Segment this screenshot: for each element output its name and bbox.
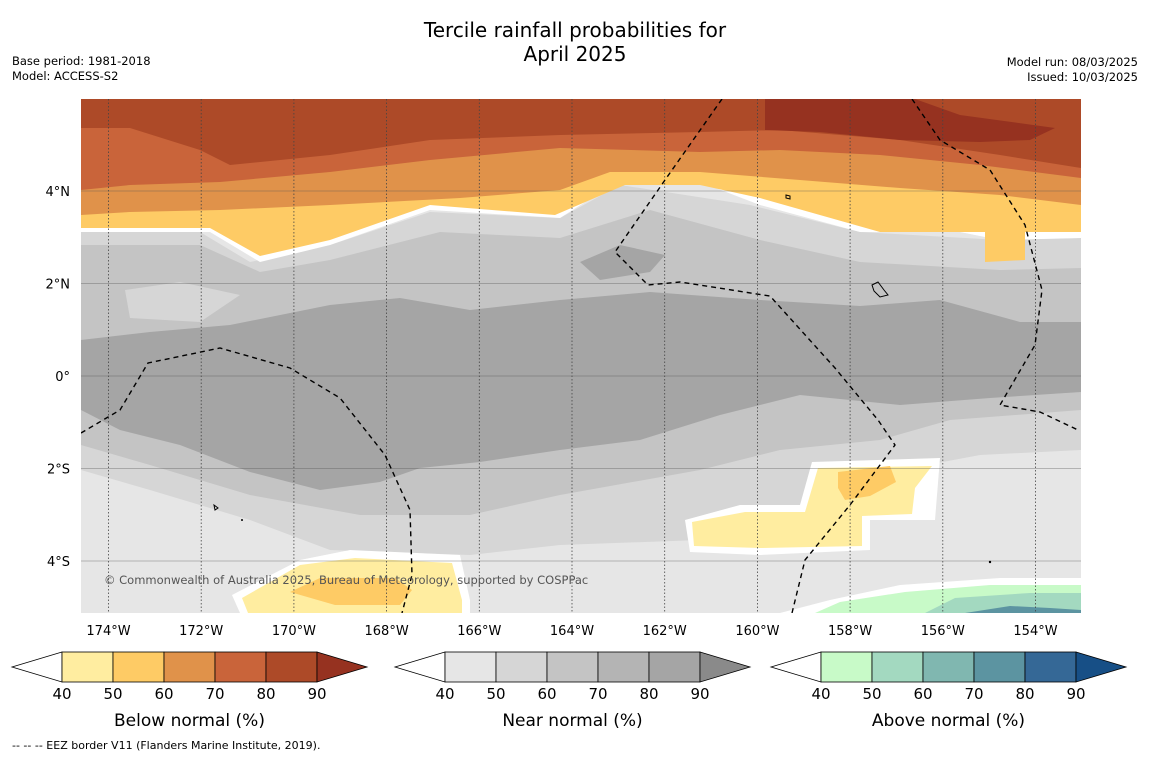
colorbar-segment (163, 651, 216, 683)
meridian-lines (108, 99, 1036, 613)
colorbar-extend-low (393, 651, 446, 683)
below-normal-50-southwest-region (290, 578, 412, 605)
colorbar-tick: 90 (307, 685, 326, 703)
parallel-lines (81, 190, 1081, 562)
map-plot-area (81, 99, 1081, 613)
colorbar-segment (820, 651, 873, 683)
title-line-2: April 2025 (523, 42, 627, 66)
latitude-tick: 2°N (46, 278, 71, 293)
colorbar-segment (112, 651, 165, 683)
longitude-tick: 158°W (828, 624, 872, 639)
colorbar-segment (973, 651, 1026, 683)
colorbar-tick: 70 (964, 685, 983, 703)
colorbar-segment (1024, 651, 1077, 683)
colorbar-tick: 60 (154, 685, 173, 703)
longitude-tick: 164°W (550, 624, 594, 639)
colorbar-tick: 40 (811, 685, 830, 703)
colorbar-3: 40 50 60 70 80 90 Above normal (%) (769, 651, 1128, 731)
colorbar-extend-high (699, 651, 752, 683)
colorbar-segment (265, 651, 318, 683)
base-info: Base period: 1981-2018 Model: ACCESS-S2 (12, 54, 151, 84)
colorbar-1: 40 50 60 70 80 90 Below normal (%) (10, 651, 369, 731)
island-small (241, 519, 243, 521)
colorbar-tick: 90 (690, 685, 709, 703)
colorbar-segment (444, 651, 497, 683)
colorbar-tick: 40 (435, 685, 454, 703)
colorbar-tick: 50 (486, 685, 505, 703)
colorbar-tick: 80 (256, 685, 275, 703)
longitude-tick: 166°W (457, 624, 501, 639)
longitude-tick: 160°W (735, 624, 779, 639)
eez-border-west (81, 347, 413, 613)
latitude-tick-labels: 4°N 2°N 0° 2°S 4°S (46, 185, 71, 570)
colorbar-tick: 60 (537, 685, 556, 703)
title-line-1: Tercile rainfall probabilities for (423, 18, 727, 42)
longitude-tick: 156°W (921, 624, 965, 639)
colorbar-tick: 50 (862, 685, 881, 703)
longitude-tick: 174°W (86, 624, 130, 639)
colorbar-tick: 80 (639, 685, 658, 703)
latitude-tick: 2°S (47, 463, 70, 478)
below-normal-90-region (765, 99, 1055, 142)
colorbar-label: Below normal (%) (114, 711, 265, 731)
latitude-tick: 4°N (46, 185, 71, 200)
near-normal-80-pocket (580, 245, 665, 280)
colorbar-tick: 70 (588, 685, 607, 703)
island-kiritimati (871, 281, 889, 298)
issued-date: Issued: 10/03/2025 (1027, 70, 1138, 84)
longitude-tick: 162°W (643, 624, 687, 639)
colorbar-segment (546, 651, 599, 683)
model-name: Model: ACCESS-S2 (12, 69, 119, 83)
colorbar-tick: 40 (52, 685, 71, 703)
colorbar-extend-low (10, 651, 63, 683)
colorbar-tick: 80 (1015, 685, 1034, 703)
copyright-text: © Commonwealth of Australia 2025, Bureau… (104, 573, 588, 587)
colorbar-tick: 50 (103, 685, 122, 703)
above-normal-70-region (965, 606, 1081, 613)
colorbar-segment (495, 651, 548, 683)
colorbar-extend-high (1075, 651, 1128, 683)
colorbar-tick: 60 (913, 685, 932, 703)
colorbar-extend-low (769, 651, 822, 683)
latitude-tick: 0° (55, 370, 70, 385)
colorbar-label: Above normal (%) (872, 711, 1025, 731)
longitude-tick: 172°W (179, 624, 223, 639)
island-east (988, 560, 992, 564)
near-normal-50-pocket (125, 282, 240, 322)
longitude-tick: 168°W (365, 624, 409, 639)
colorbar-segment (214, 651, 267, 683)
colorbar-segment (61, 651, 114, 683)
near-normal-80-region (81, 292, 1081, 490)
eez-legend: -- -- -- EEZ border V11 (Flanders Marine… (12, 739, 321, 752)
colorbar-segment (871, 651, 924, 683)
colorbar-label: Near normal (%) (502, 711, 642, 731)
colorbar-segment (922, 651, 975, 683)
longitude-tick-labels: 174°W 172°W 170°W 168°W 166°W 164°W 162°W 160°W… (86, 624, 1057, 639)
colorbar-segment (597, 651, 650, 683)
longitude-tick: 170°W (272, 624, 316, 639)
run-info: Model run: 08/03/2025 Issued: 10/03/2025 (1007, 55, 1138, 85)
longitude-tick: 154°W (1013, 624, 1057, 639)
colorbar-tick: 70 (205, 685, 224, 703)
colorbar-extend-high (316, 651, 369, 683)
colorbar-tick: 90 (1066, 685, 1085, 703)
model-run: Model run: 08/03/2025 (1006, 55, 1138, 69)
colorbars: 40 50 60 70 80 90 Below normal (%) 40 50 60 70 80 90… (10, 651, 1128, 731)
colorbar-segment (648, 651, 701, 683)
chart-title: Tercile rainfall probabilities for April… (0, 18, 1150, 66)
island-north (785, 194, 791, 200)
island-southwest (213, 503, 219, 511)
base-period: Base period: 1981-2018 (12, 54, 151, 68)
latitude-tick: 4°S (47, 555, 70, 570)
colorbar-2: 40 50 60 70 80 90 Near normal (%) (393, 651, 752, 731)
eez-border-central (614, 99, 896, 613)
